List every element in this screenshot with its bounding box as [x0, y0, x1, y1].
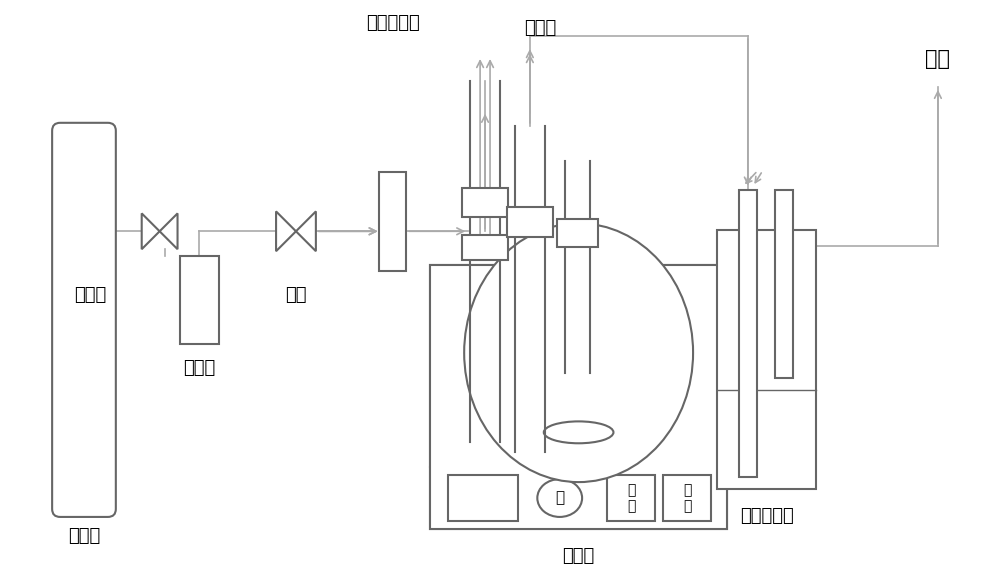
Text: 油浴锅: 油浴锅: [563, 547, 595, 565]
Bar: [663, 475, 711, 521]
Bar: [462, 188, 508, 217]
Bar: [607, 475, 655, 521]
Bar: [739, 190, 757, 477]
Bar: [430, 265, 727, 529]
Text: 氮气瓶: 氮气瓶: [68, 527, 100, 545]
Ellipse shape: [544, 421, 613, 443]
FancyBboxPatch shape: [52, 123, 116, 517]
Bar: [717, 230, 816, 489]
Ellipse shape: [464, 223, 693, 482]
Bar: [430, 467, 727, 529]
Text: 减压阀: 减压阀: [74, 286, 106, 304]
Bar: [775, 190, 793, 377]
Bar: [180, 256, 219, 344]
Text: 温度计: 温度计: [524, 19, 556, 38]
Text: 加
热: 加 热: [627, 483, 636, 513]
Bar: [507, 207, 553, 237]
Text: 缓冲罐: 缓冲罐: [183, 359, 216, 377]
Bar: [557, 219, 598, 247]
Text: 变: 变: [555, 490, 564, 506]
Polygon shape: [160, 213, 178, 249]
Polygon shape: [296, 212, 316, 251]
Text: 转子流量计: 转子流量计: [366, 14, 419, 32]
Ellipse shape: [537, 479, 582, 517]
Polygon shape: [276, 212, 296, 251]
Polygon shape: [142, 213, 160, 249]
Text: 电
源: 电 源: [683, 483, 691, 513]
Bar: [430, 265, 727, 467]
Text: 氮气吸收瓶: 氮气吸收瓶: [740, 507, 794, 525]
Text: 球阀: 球阀: [285, 286, 307, 304]
Bar: [448, 475, 518, 521]
Text: 排气: 排气: [925, 49, 950, 69]
Bar: [462, 235, 508, 260]
Bar: [379, 172, 406, 271]
